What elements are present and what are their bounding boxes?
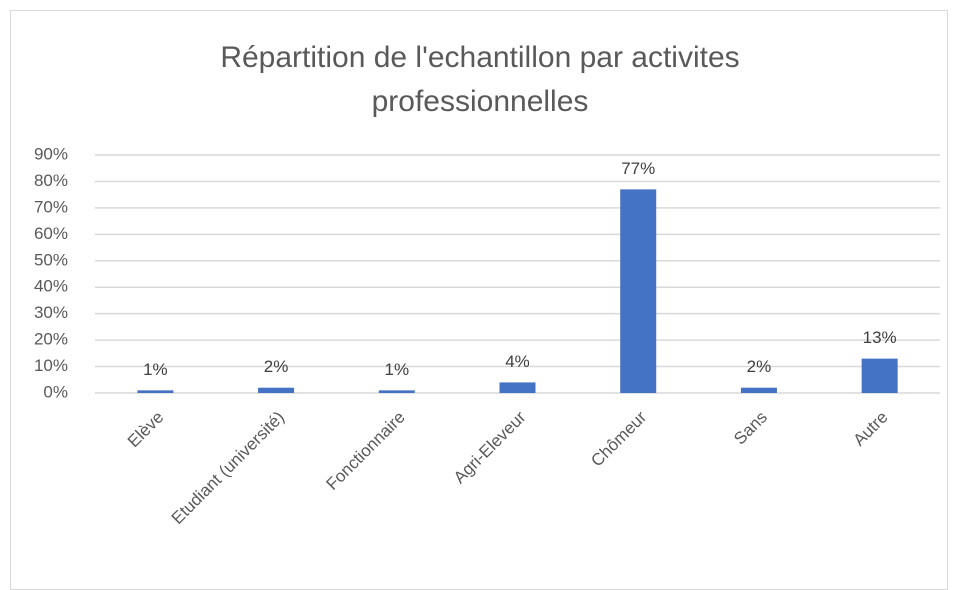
x-tick-label: Chômeur xyxy=(587,407,650,470)
bar xyxy=(258,387,295,393)
bar xyxy=(740,387,777,393)
x-tick-label: Etudiant (université) xyxy=(168,408,288,528)
data-label: 13% xyxy=(863,328,897,347)
y-tick-label: 0% xyxy=(43,382,68,401)
bar xyxy=(861,358,898,393)
y-tick-label: 70% xyxy=(34,197,68,216)
y-tick-label: 50% xyxy=(34,250,68,269)
x-tick-label: Sans xyxy=(730,408,771,449)
y-tick-label: 80% xyxy=(34,171,68,190)
y-tick-label: 10% xyxy=(34,356,68,375)
chart-title: Répartition de l'echantillon par activit… xyxy=(220,41,740,118)
data-label: 4% xyxy=(505,352,530,371)
bar xyxy=(620,189,657,393)
data-label: 1% xyxy=(143,360,168,379)
data-label: 1% xyxy=(384,360,409,379)
y-tick-label: 90% xyxy=(34,144,68,163)
y-tick-label: 60% xyxy=(34,224,68,243)
y-tick-label: 30% xyxy=(34,303,68,322)
data-label: 77% xyxy=(621,159,655,178)
x-tick-label: Fonctionnaire xyxy=(323,408,409,494)
bar xyxy=(137,390,174,393)
x-tick-label: Agri-Eleveur xyxy=(450,407,530,487)
x-tick-label: Autre xyxy=(849,408,891,450)
y-tick-label: 40% xyxy=(34,277,68,296)
x-tick-label: Elève xyxy=(124,408,168,452)
bar xyxy=(499,382,536,393)
bar xyxy=(378,390,415,393)
y-tick-label: 20% xyxy=(34,330,68,349)
data-label: 2% xyxy=(747,357,772,376)
data-label: 2% xyxy=(264,357,289,376)
